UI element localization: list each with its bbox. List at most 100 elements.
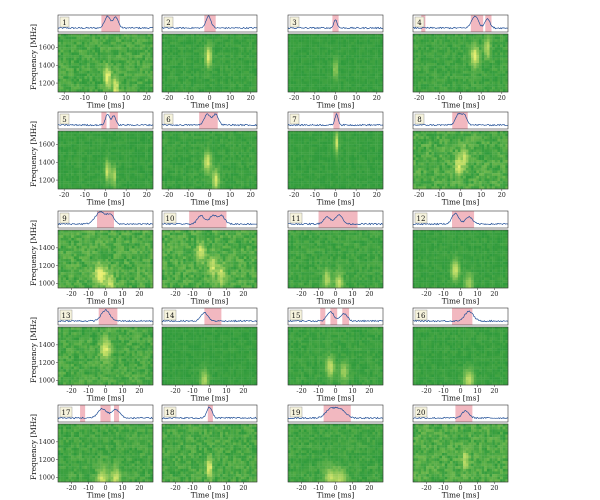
spectrum-cell [162, 133, 165, 137]
spectrum-cell [65, 144, 69, 147]
spectrum-cell [177, 149, 181, 153]
spectrum-cell [452, 55, 456, 58]
spectrum-cell [116, 138, 119, 142]
spectrum-cell [198, 49, 202, 53]
spectrum-cell [434, 49, 437, 53]
spectrum-cell [172, 162, 176, 166]
spectrum-cell [364, 41, 368, 45]
spectrum-cell [436, 78, 440, 82]
spectrum-cell [436, 49, 440, 53]
spectrum-cell [139, 141, 143, 145]
spectrum-cell [183, 84, 186, 87]
spectrum-cell [230, 165, 234, 169]
spectrum-cell [139, 70, 143, 74]
spectrum-cell [209, 165, 213, 169]
spectrum-cell [108, 178, 111, 182]
spectrum-cell [322, 57, 326, 61]
spectrum-cell [71, 131, 74, 134]
profile-line [161, 15, 258, 30]
spectrum-cell [332, 55, 336, 58]
spectrum-cell [102, 152, 106, 155]
spectrum-cell [319, 84, 323, 87]
spectrum-cell [201, 144, 205, 147]
spectrum-cell [251, 44, 255, 48]
spectrum-cell [137, 34, 140, 37]
spectrum-cell [434, 34, 437, 37]
spectrum-cell [375, 84, 378, 87]
x-tick-label: -10 [184, 94, 194, 102]
spectrum-cell [481, 36, 485, 40]
spectrum-cell [58, 144, 61, 147]
spectrum-cell [478, 41, 482, 45]
spectrum-cell [169, 160, 173, 163]
spectrum-cell [188, 167, 192, 171]
burst-number-box [289, 113, 300, 125]
spectrum-cell [87, 60, 90, 64]
spectrum-cell [142, 36, 146, 40]
spectrum-cell [332, 65, 336, 69]
spectrum-cell [243, 76, 247, 79]
spectrum-cell [367, 57, 370, 61]
spectrum-cell [126, 55, 130, 58]
spectrum-cell [87, 86, 90, 90]
spectrum-cell [306, 44, 310, 48]
spectrum-cell [220, 34, 223, 37]
spectrum-cell [301, 68, 304, 72]
spectrum-cell [426, 57, 429, 61]
spectrum-cell [249, 47, 252, 50]
spectrum-cell [87, 131, 90, 134]
spectrum-cell [243, 81, 247, 85]
spectrum-cell [145, 47, 148, 50]
spectrum-cell [413, 84, 416, 87]
spectrum-cell [167, 152, 171, 155]
spectrum-cell [188, 57, 192, 61]
spectrum-cell [497, 81, 501, 85]
spectrum-cell [131, 186, 135, 190]
spectrum-cell [241, 181, 244, 184]
spectrum-cell [444, 55, 448, 58]
spectrum-cell [290, 78, 294, 82]
spectrum-cell [457, 57, 461, 61]
spectrum-cell [147, 84, 151, 87]
spectrum-cell [113, 47, 117, 50]
spectrum-cell [108, 175, 111, 179]
spectrum-cell [81, 60, 85, 64]
spectrum-cell [431, 86, 435, 90]
spectrum-cell [63, 167, 67, 171]
spectrum-cell [335, 84, 339, 87]
spectrum-cell [201, 76, 205, 79]
spectrum-cell [191, 78, 194, 82]
spectrum-cell [230, 49, 234, 53]
spectrum-cell [377, 131, 381, 134]
spectrum-cell [63, 162, 67, 166]
spectrum-cell [436, 73, 440, 77]
spectrum-cell [243, 152, 247, 155]
spectrum-cell [212, 70, 215, 74]
spectrum-cell [79, 136, 82, 140]
spectrum-cell [185, 63, 189, 66]
spectrum-cell [484, 73, 488, 77]
spectrum-cell [60, 160, 64, 163]
spectrum-cell [81, 70, 85, 74]
spectrum-cell [129, 160, 133, 163]
spectrum-cell [172, 86, 176, 90]
spectrum-cell [100, 36, 104, 40]
spectrum-cell [123, 138, 127, 142]
spectrum-cell [309, 47, 312, 50]
spectrum-cell [84, 47, 88, 50]
spectrum-cell [105, 141, 109, 145]
spectrum-cell [468, 73, 472, 77]
spectrum-cell [123, 73, 127, 77]
spectrum-cell [137, 57, 140, 61]
spectrum-cell [212, 65, 215, 69]
spectrum-cell [137, 133, 140, 137]
spectrum-cell [81, 131, 85, 134]
spectrum-cell [142, 144, 146, 147]
spectrum-cell [444, 68, 448, 72]
spectrum-cell [68, 162, 72, 166]
spectrum-cell [338, 41, 341, 45]
spectrum-cell [295, 63, 299, 66]
spectrum-cell [169, 70, 173, 74]
spectrum-cell [126, 47, 130, 50]
spectrum-cell [108, 76, 111, 79]
